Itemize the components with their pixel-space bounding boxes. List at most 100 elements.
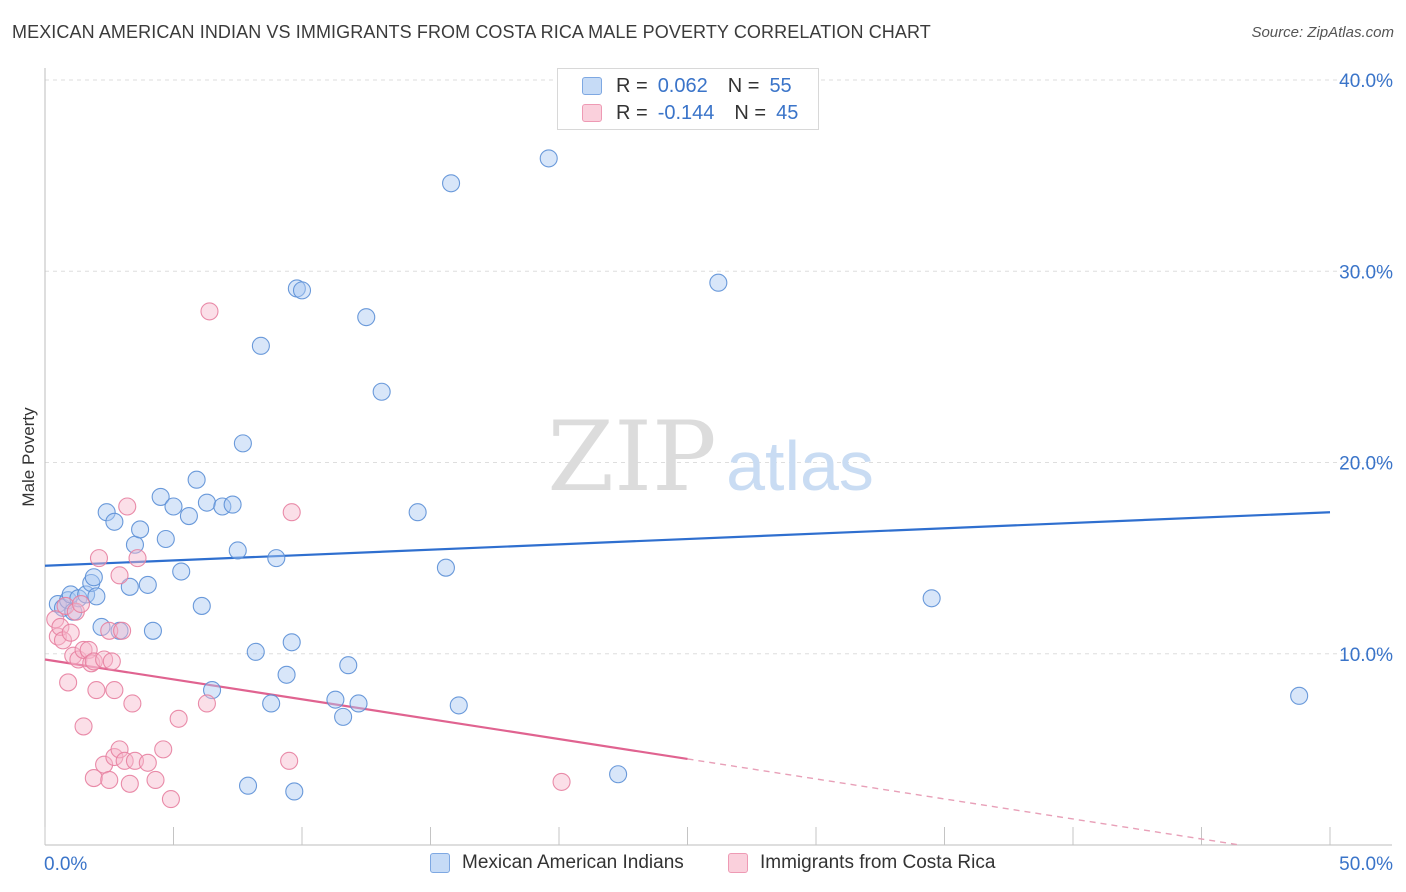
- point-immigrants-costa-rica: [105, 681, 124, 700]
- point-mexican-american-indians: [233, 434, 252, 453]
- point-mexican-american-indians: [192, 596, 211, 615]
- tick-labels: 10.0% 20.0% 30.0% 40.0% 0.0% 50.0%: [44, 71, 1393, 875]
- point-immigrants-costa-rica: [138, 753, 157, 772]
- y-tick-label: 10.0%: [1339, 645, 1393, 666]
- point-mexican-american-indians: [179, 506, 198, 526]
- point-mexican-american-indians: [292, 281, 312, 300]
- grid-lines: [45, 79, 1392, 655]
- point-mexican-american-indians: [609, 765, 628, 784]
- point-immigrants-costa-rica: [552, 772, 571, 791]
- point-immigrants-costa-rica: [110, 740, 129, 759]
- point-mexican-american-indians: [709, 273, 728, 292]
- point-immigrants-costa-rica: [123, 694, 142, 713]
- point-mexican-american-indians: [539, 149, 558, 168]
- watermark-atlas: atlas: [726, 427, 874, 505]
- trend-line-pink-extension: [687, 758, 1241, 846]
- point-mexican-american-indians: [357, 308, 376, 327]
- point-immigrants-costa-rica: [71, 594, 91, 614]
- x-tick-label: 0.0%: [44, 854, 87, 875]
- y-tick-label: 40.0%: [1339, 71, 1393, 92]
- point-mexican-american-indians: [238, 776, 258, 795]
- legend-n-label: N =: [734, 101, 767, 124]
- point-immigrants-costa-rica: [146, 770, 165, 790]
- point-immigrants-costa-rica: [282, 503, 301, 522]
- point-mexican-american-indians: [164, 497, 183, 516]
- legend-r-value: 0.062: [657, 74, 708, 97]
- point-mexican-american-indians: [223, 495, 242, 514]
- point-immigrants-costa-rica: [110, 566, 129, 585]
- point-mexican-american-indians: [143, 621, 162, 640]
- correlation-legend: R = 0.062 N = 55 R = -0.144 N = 45: [557, 68, 819, 130]
- point-mexican-american-indians: [372, 382, 391, 401]
- point-mexican-american-indians: [339, 656, 358, 675]
- point-immigrants-costa-rica: [74, 640, 93, 659]
- point-mexican-american-indians: [87, 587, 106, 606]
- chart-title: MEXICAN AMERICAN INDIAN VS IMMIGRANTS FR…: [12, 22, 931, 42]
- series-swatch-blue: [430, 853, 450, 873]
- y-tick-label: 30.0%: [1339, 262, 1393, 283]
- point-mexican-american-indians: [436, 558, 455, 577]
- point-mexican-american-indians: [197, 493, 216, 512]
- point-mexican-american-indians: [408, 503, 427, 522]
- point-mexican-american-indians: [251, 336, 270, 355]
- point-immigrants-costa-rica: [84, 769, 103, 788]
- legend-r-label: R =: [616, 101, 648, 124]
- point-mexican-american-indians: [105, 512, 124, 531]
- point-mexican-american-indians: [131, 520, 150, 539]
- point-mexican-american-indians: [138, 575, 157, 594]
- point-mexican-american-indians: [151, 487, 170, 506]
- data-points: [46, 149, 1309, 809]
- point-immigrants-costa-rica: [74, 717, 93, 736]
- point-mexican-american-indians: [334, 707, 353, 726]
- trend-line-blue: [44, 511, 1331, 567]
- point-immigrants-costa-rica: [56, 596, 75, 615]
- series-legend: Mexican American Indians Immigrants from…: [0, 852, 1406, 878]
- point-mexican-american-indians: [156, 529, 175, 549]
- point-mexican-american-indians: [228, 541, 247, 560]
- series-swatch-pink: [728, 853, 748, 873]
- point-immigrants-costa-rica: [169, 709, 188, 728]
- legend-n-value: 55: [769, 74, 792, 97]
- legend-r-label: R =: [616, 74, 648, 97]
- series-label-pink: Immigrants from Costa Rica: [760, 852, 996, 873]
- point-mexican-american-indians: [922, 589, 941, 608]
- watermark: ZIP atlas: [547, 401, 874, 513]
- point-immigrants-costa-rica: [200, 302, 219, 321]
- legend-n-label: N =: [727, 74, 760, 97]
- point-mexican-american-indians: [282, 633, 301, 652]
- point-immigrants-costa-rica: [53, 631, 73, 650]
- point-immigrants-costa-rica: [51, 617, 70, 637]
- point-immigrants-costa-rica: [79, 640, 98, 659]
- point-mexican-american-indians: [84, 568, 103, 587]
- point-immigrants-costa-rica: [95, 650, 114, 669]
- legend-row-pink: R = -0.144 N = 45: [582, 100, 798, 126]
- point-mexican-american-indians: [172, 562, 191, 581]
- point-immigrants-costa-rica: [59, 673, 78, 692]
- point-mexican-american-indians: [442, 174, 461, 193]
- point-immigrants-costa-rica: [161, 790, 180, 809]
- point-immigrants-costa-rica: [100, 621, 119, 640]
- point-immigrants-costa-rica: [87, 681, 106, 700]
- y-tick-label: 20.0%: [1339, 454, 1393, 475]
- point-immigrants-costa-rica: [118, 497, 137, 516]
- point-immigrants-costa-rica: [197, 694, 216, 713]
- point-immigrants-costa-rica: [280, 751, 299, 770]
- axes: [44, 68, 1392, 846]
- point-immigrants-costa-rica: [113, 621, 132, 640]
- trend-lines: [44, 511, 1331, 846]
- point-immigrants-costa-rica: [100, 770, 119, 790]
- y-axis-label: Male Poverty: [19, 407, 38, 507]
- trend-line-pink: [44, 658, 688, 761]
- point-mexican-american-indians: [267, 549, 286, 568]
- point-immigrants-costa-rica: [115, 751, 134, 770]
- series-legend-pink: Immigrants from Costa Rica: [728, 852, 995, 874]
- point-mexican-american-indians: [277, 665, 296, 684]
- point-mexican-american-indians: [97, 503, 116, 522]
- point-mexican-american-indians: [203, 681, 222, 700]
- point-immigrants-costa-rica: [154, 740, 173, 759]
- point-immigrants-costa-rica: [61, 623, 80, 642]
- legend-swatch-blue: [582, 77, 602, 95]
- point-mexican-american-indians: [1290, 686, 1309, 705]
- point-immigrants-costa-rica: [120, 774, 139, 793]
